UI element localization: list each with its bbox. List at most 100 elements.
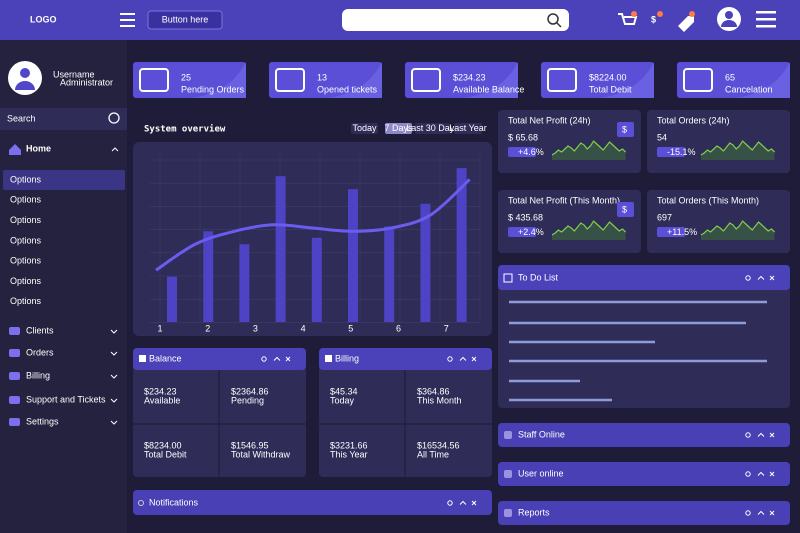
range-button-label: Today (352, 123, 377, 133)
refresh-icon[interactable] (745, 471, 751, 477)
user-avatar-head (20, 68, 30, 78)
logo: LOGO (30, 14, 57, 24)
amount-label: Pending (231, 395, 264, 405)
chevron[interactable] (110, 351, 118, 356)
amount: $364.86 (417, 386, 450, 396)
stat-label: Total Debit (589, 84, 632, 94)
search-icon (556, 22, 562, 28)
kpi-change-badge (657, 227, 685, 237)
range-button[interactable] (385, 123, 412, 134)
collapse-icon[interactable] (757, 432, 765, 437)
range-button[interactable] (415, 123, 450, 134)
range-button-label: Last Year (449, 123, 487, 133)
menu-icon[interactable] (756, 25, 776, 28)
menu-icon[interactable] (756, 11, 776, 14)
card-swoosh (601, 62, 654, 98)
stat-label: Pending Orders (181, 84, 245, 94)
collapse-icon[interactable] (757, 510, 765, 515)
kpi-title: Total Orders (24h) (657, 115, 730, 125)
card-swoosh (329, 62, 382, 98)
close-icon[interactable] (769, 471, 775, 477)
amount-label: Available (144, 395, 180, 405)
user-avatar-body (15, 81, 35, 90)
notifications-panel[interactable] (133, 490, 492, 515)
refresh-icon[interactable] (745, 432, 751, 438)
close-icon[interactable] (769, 432, 775, 438)
x-tick-label: 4 (301, 323, 306, 333)
stat-icon (139, 68, 169, 92)
collapsed-panel[interactable] (498, 462, 790, 486)
panel-title: Billing (335, 353, 359, 363)
x-tick-label: 5 (348, 323, 353, 333)
menu-icon[interactable] (120, 13, 135, 15)
bar (456, 168, 467, 322)
panel-icon (139, 355, 146, 362)
range-button[interactable] (454, 123, 482, 134)
collapse-icon[interactable] (459, 356, 467, 361)
sidebar-search[interactable] (0, 108, 127, 130)
close-icon[interactable] (471, 356, 477, 362)
menu-icon (9, 418, 20, 426)
search-box[interactable] (342, 9, 569, 31)
menu-icon[interactable] (120, 19, 135, 21)
submenu-option: Options (10, 195, 42, 205)
range-button[interactable] (351, 123, 378, 134)
amount: $1546.95 (231, 440, 269, 450)
range-button-label: 7 Days (384, 123, 413, 133)
panel-icon (504, 509, 512, 517)
kpi-change-badge (508, 147, 536, 157)
close-icon[interactable] (769, 510, 775, 516)
stat-label: Available Balance (453, 84, 524, 94)
amount: $234.23 (144, 386, 177, 396)
collapsed-panel[interactable] (498, 501, 790, 525)
menu-icon[interactable] (756, 18, 776, 21)
chevron[interactable] (110, 374, 118, 379)
stat-value: $8224.00 (589, 72, 627, 82)
amount-label: Total Debit (144, 449, 187, 459)
collapse-icon[interactable] (757, 471, 765, 476)
close-icon[interactable] (285, 356, 291, 362)
menu-item: Settings (26, 416, 59, 426)
kpi-change: +4.6% (518, 147, 544, 157)
collapse-icon[interactable] (273, 356, 281, 361)
refresh-icon[interactable] (745, 275, 751, 281)
panel-title: Reports (518, 507, 550, 517)
menu-icon (9, 349, 20, 357)
refresh-icon[interactable] (261, 356, 267, 362)
refresh-icon[interactable] (447, 356, 453, 362)
collapsed-panel[interactable] (498, 423, 790, 447)
submenu-option: Options (10, 256, 42, 266)
x-tick-label: 1 (157, 323, 162, 333)
submenu-option: Options (10, 174, 42, 184)
sparkline (551, 140, 627, 156)
sparkline (700, 220, 776, 236)
chevron[interactable] (110, 420, 118, 425)
kpi-change: +2.4% (518, 227, 544, 237)
x-tick-label: 2 (205, 323, 210, 333)
amount: $2364.86 (231, 386, 269, 396)
x-tick-label: 3 (253, 323, 258, 333)
close-icon[interactable] (769, 275, 775, 281)
bar (311, 237, 322, 322)
bar (348, 189, 358, 322)
stat-icon (547, 68, 577, 92)
menu-icon[interactable] (120, 25, 135, 27)
close-icon[interactable] (471, 500, 477, 506)
collapse-icon[interactable] (459, 500, 467, 505)
x-tick-label: 7 (444, 323, 449, 333)
bar (384, 226, 395, 322)
stat-label: Opened tickets (317, 84, 378, 94)
dollar-icon: $ (651, 14, 656, 24)
amount-label: Today (330, 395, 355, 405)
refresh-icon[interactable] (745, 510, 751, 516)
refresh-icon[interactable] (447, 500, 453, 506)
chevron[interactable] (110, 329, 118, 334)
bar (420, 203, 431, 322)
chevron[interactable] (110, 398, 118, 403)
tag-icon[interactable] (678, 16, 694, 32)
card-swoosh (193, 62, 246, 98)
stat-label: Cancelation (725, 84, 773, 94)
header-button[interactable] (147, 10, 223, 30)
collapse-icon[interactable] (757, 275, 765, 280)
